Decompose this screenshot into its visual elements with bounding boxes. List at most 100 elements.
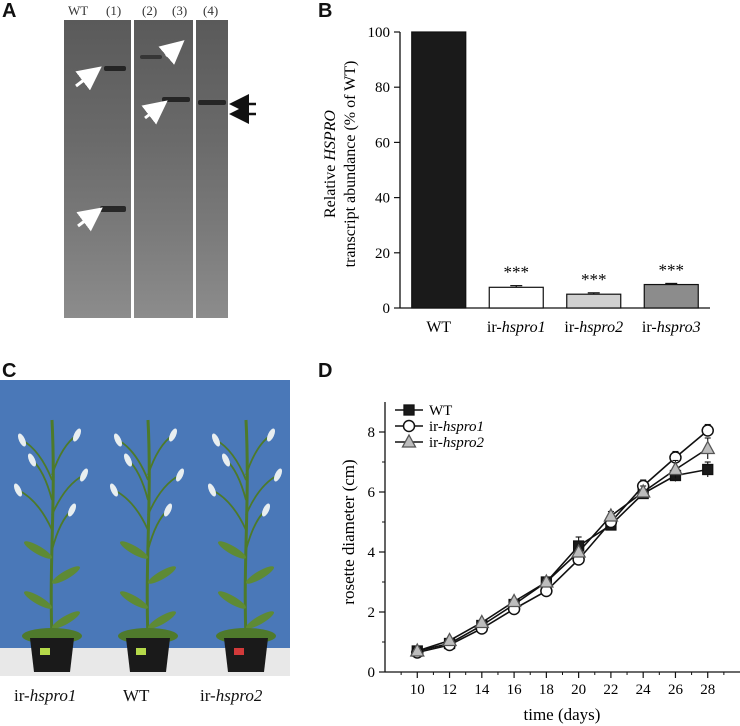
photo-background <box>0 380 290 676</box>
y-tick-label: 80 <box>375 80 390 96</box>
lane-label-wt: WT <box>68 3 89 18</box>
leaf <box>120 591 148 609</box>
flower <box>261 503 271 517</box>
leaf <box>246 566 274 584</box>
y-tick-label: 4 <box>368 545 376 561</box>
flower <box>67 503 77 517</box>
x-tick-label: 14 <box>474 682 490 698</box>
gel-separator <box>131 20 134 318</box>
y-tick-label: 8 <box>368 425 376 441</box>
arrow-icon <box>76 207 103 232</box>
y-axis-label: rosette diameter (cm) <box>339 459 358 604</box>
pot-tag <box>234 648 244 655</box>
arrow-icon <box>141 100 168 125</box>
legend-label: ir-hspro1 <box>429 419 484 435</box>
flower <box>72 428 82 442</box>
plant-photo-image <box>0 380 290 676</box>
flower <box>175 468 185 482</box>
legend-label: ir-hspro2 <box>429 435 484 451</box>
flower <box>266 428 276 442</box>
x-tick-label: 20 <box>571 682 586 698</box>
flower <box>273 468 283 482</box>
panel-letter-c: C <box>2 360 17 382</box>
series-ir-hspro2 <box>409 437 716 657</box>
leaf <box>24 541 52 559</box>
plant-label-wt: WT <box>123 686 150 705</box>
legend-label: WT <box>429 403 452 419</box>
x-axis-label: time (days) <box>524 705 601 724</box>
y-axis-label-line2: transcript abundance (% of WT) <box>342 61 359 268</box>
flower <box>13 483 23 497</box>
y-tick-label: 40 <box>375 191 390 207</box>
flower <box>207 483 217 497</box>
leaf <box>218 591 246 609</box>
lane-label-1: (1) <box>106 3 122 18</box>
leaf <box>24 591 52 609</box>
flower <box>113 433 123 447</box>
plant <box>207 419 283 672</box>
x-tick-label: ir-hspro1 <box>487 319 546 336</box>
gel-band <box>100 206 126 212</box>
gel-band <box>104 66 126 71</box>
data-point <box>603 507 619 522</box>
data-point <box>474 614 490 629</box>
flower <box>109 483 119 497</box>
x-tick-label: 26 <box>668 682 684 698</box>
leaf <box>52 566 80 584</box>
significance-label: *** <box>504 263 530 282</box>
flower <box>123 453 133 467</box>
x-tick-label: ir-hspro2 <box>564 319 623 336</box>
flower <box>163 503 173 517</box>
plant-label-ir-hspro2: ir-hspro2 <box>200 686 263 705</box>
bar-chart: Relative HSPRO transcript abundance (% o… <box>322 25 710 336</box>
gel-band <box>162 97 190 102</box>
y-tick-label: 0 <box>368 665 376 681</box>
data-point <box>409 642 425 657</box>
data-point <box>667 461 684 476</box>
x-tick-label: 10 <box>410 682 425 698</box>
flower <box>221 453 231 467</box>
panel-letter-a: A <box>2 0 17 22</box>
x-tick-label: 22 <box>603 682 618 698</box>
y-axis-label-line1: Relative HSPRO <box>322 110 339 218</box>
panel-letter-b: B <box>318 0 333 22</box>
data-point <box>538 573 554 588</box>
bar <box>643 283 699 309</box>
arrow-icon <box>158 40 185 65</box>
gel-band <box>198 100 226 105</box>
leaf <box>52 611 80 629</box>
data-point <box>401 433 417 448</box>
leaf <box>120 541 148 559</box>
pot-tag <box>40 648 50 655</box>
leaf <box>148 611 176 629</box>
significance-label: *** <box>659 260 685 279</box>
data-point <box>571 543 587 558</box>
x-tick-label: 24 <box>636 682 652 698</box>
lane-label-2: (2) <box>142 3 158 18</box>
flower <box>168 428 178 442</box>
series-line <box>417 429 709 654</box>
plant <box>109 419 185 672</box>
bar <box>411 31 467 309</box>
pot <box>126 638 170 672</box>
leaf <box>148 566 176 584</box>
leaf <box>218 541 246 559</box>
x-tick-label: ir-hspro3 <box>642 319 701 336</box>
plant <box>13 419 89 672</box>
significance-label: *** <box>581 270 607 289</box>
flower <box>79 468 89 482</box>
series-ir-hspro1 <box>411 423 714 659</box>
flower <box>211 433 221 447</box>
series-line <box>417 447 709 652</box>
panel-letter-d: D <box>318 360 333 382</box>
leaf <box>246 611 274 629</box>
data-point <box>403 404 415 416</box>
pot <box>224 638 268 672</box>
lane-label-3: (3) <box>172 3 188 18</box>
series-WT <box>411 461 714 657</box>
x-tick-label: 28 <box>700 682 715 698</box>
x-tick-label: WT <box>426 319 451 336</box>
x-tick-label: 12 <box>442 682 457 698</box>
flower <box>17 433 27 447</box>
